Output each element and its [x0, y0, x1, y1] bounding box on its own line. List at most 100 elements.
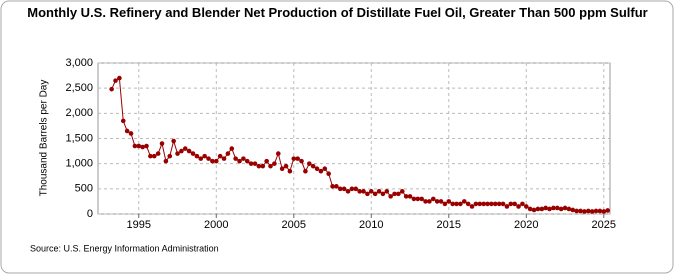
- data-point: [438, 199, 444, 204]
- data-point: [423, 199, 428, 204]
- data-point: [190, 151, 196, 156]
- data-point: [334, 184, 339, 189]
- data-point: [260, 163, 266, 169]
- data-point: [574, 208, 579, 214]
- x-tick-label: 2025: [592, 219, 616, 231]
- data-point: [504, 204, 510, 209]
- data-point: [562, 205, 568, 211]
- data-point: [415, 196, 421, 202]
- data-point: [182, 146, 188, 151]
- data-point: [256, 163, 262, 169]
- y-tick-label: 1,000: [65, 158, 93, 170]
- data-point: [353, 186, 359, 192]
- x-tick-label: 2010: [359, 219, 383, 231]
- data-point: [516, 204, 521, 209]
- data-point: [523, 204, 529, 209]
- data-point: [248, 161, 254, 166]
- data-point: [244, 158, 250, 164]
- data-point: [597, 208, 603, 214]
- x-tick-label: 1995: [127, 219, 151, 231]
- data-point: [547, 206, 552, 212]
- data-point: [206, 156, 211, 161]
- data-point: [430, 196, 436, 202]
- y-tick-label: 2,500: [65, 82, 93, 94]
- data-point: [113, 78, 118, 83]
- data-point: [291, 156, 297, 161]
- y-tick-label: 1,500: [65, 132, 93, 144]
- data-point: [372, 191, 378, 197]
- data-point: [229, 146, 235, 151]
- data-point: [194, 153, 200, 159]
- data-point: [128, 131, 134, 136]
- data-point: [272, 161, 277, 166]
- data-point: [585, 208, 591, 214]
- data-point: [531, 207, 537, 213]
- data-point: [450, 201, 455, 207]
- data-point: [605, 208, 610, 213]
- data-point: [155, 151, 161, 156]
- data-point: [148, 153, 153, 159]
- data-point: [287, 168, 293, 174]
- data-point: [492, 201, 498, 207]
- data-point: [198, 156, 204, 161]
- data-point: [186, 148, 192, 154]
- x-tick-label: 2005: [282, 219, 306, 231]
- data-point: [171, 138, 176, 144]
- data-point: [601, 209, 607, 214]
- data-point: [213, 158, 219, 164]
- data-point: [310, 163, 316, 169]
- data-point: [570, 207, 576, 213]
- x-tick-label: 2000: [204, 219, 228, 231]
- data-point: [279, 166, 285, 171]
- data-point: [461, 199, 467, 204]
- data-point: [558, 206, 564, 212]
- data-point: [458, 201, 463, 207]
- data-point: [109, 86, 114, 92]
- data-point: [221, 156, 227, 161]
- y-tick-label: 500: [75, 183, 93, 195]
- data-point: [411, 196, 417, 202]
- data-point: [527, 206, 533, 212]
- data-point: [392, 191, 397, 197]
- data-point: [489, 201, 494, 207]
- data-point: [132, 143, 138, 149]
- x-tick-label: 2020: [514, 219, 538, 231]
- data-point: [434, 199, 440, 204]
- data-point: [442, 201, 448, 207]
- data-point: [427, 199, 432, 204]
- data-point: [566, 206, 572, 212]
- data-point: [124, 128, 130, 134]
- data-point: [163, 158, 169, 164]
- y-tick-label: 3,000: [65, 57, 93, 69]
- data-point: [481, 201, 486, 207]
- data-point: [582, 209, 587, 214]
- data-point: [275, 151, 281, 156]
- data-point: [303, 168, 308, 174]
- data-point: [535, 206, 541, 212]
- data-point: [407, 194, 413, 199]
- data-point: [159, 141, 165, 146]
- data-point: [496, 201, 502, 207]
- data-point: [326, 171, 331, 177]
- data-point: [368, 189, 374, 194]
- data-point: [345, 189, 351, 194]
- data-point: [419, 196, 424, 202]
- plot-area: [97, 62, 611, 215]
- data-point: [578, 208, 583, 214]
- data-point: [403, 194, 409, 199]
- data-point: [322, 166, 328, 171]
- data-point: [477, 201, 483, 207]
- data-point: [396, 191, 401, 197]
- data-point: [252, 161, 258, 166]
- data-point: [136, 143, 142, 149]
- data-point: [593, 208, 599, 214]
- data-point: [233, 156, 238, 161]
- data-point: [384, 189, 390, 194]
- data-point: [225, 151, 231, 156]
- data-point: [217, 153, 223, 159]
- data-point: [202, 153, 207, 159]
- data-point: [140, 144, 145, 150]
- data-point: [318, 168, 324, 174]
- chart-title: Monthly U.S. Refinery and Blender Net Pr…: [27, 5, 648, 20]
